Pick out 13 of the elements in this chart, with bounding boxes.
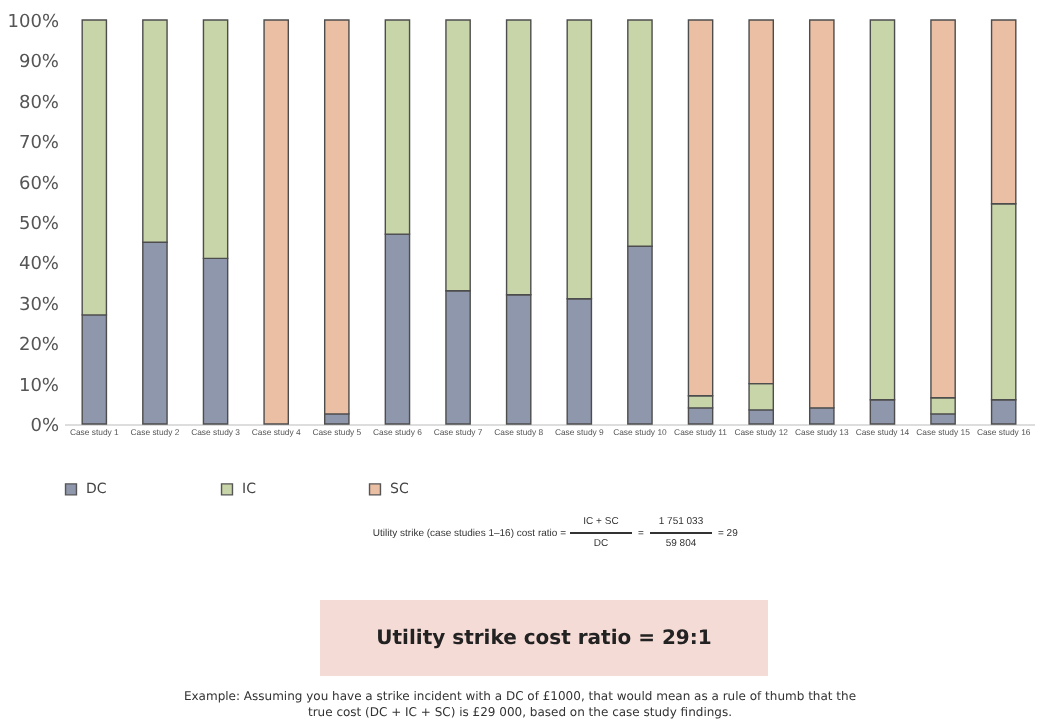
y-tick-label: 30%	[18, 295, 60, 316]
text: Utility strike cost ratio = 29:1	[320, 600, 768, 676]
y-tick-label: 20%	[18, 336, 60, 357]
y-tick-label: 100%	[7, 13, 60, 33]
y-tick-label: 0%	[30, 417, 60, 437]
y-tick-label: 80%	[18, 93, 60, 114]
y-tick-label: 90%	[18, 53, 60, 74]
y-tick-label: 70%	[18, 134, 60, 155]
y-tick-label: 50%	[18, 215, 60, 235]
bar	[263, 19, 290, 425]
y-tick-label: 10%	[18, 376, 60, 397]
y-tick-label: 60%	[18, 174, 60, 195]
y-tick-label: 40%	[18, 255, 60, 276]
